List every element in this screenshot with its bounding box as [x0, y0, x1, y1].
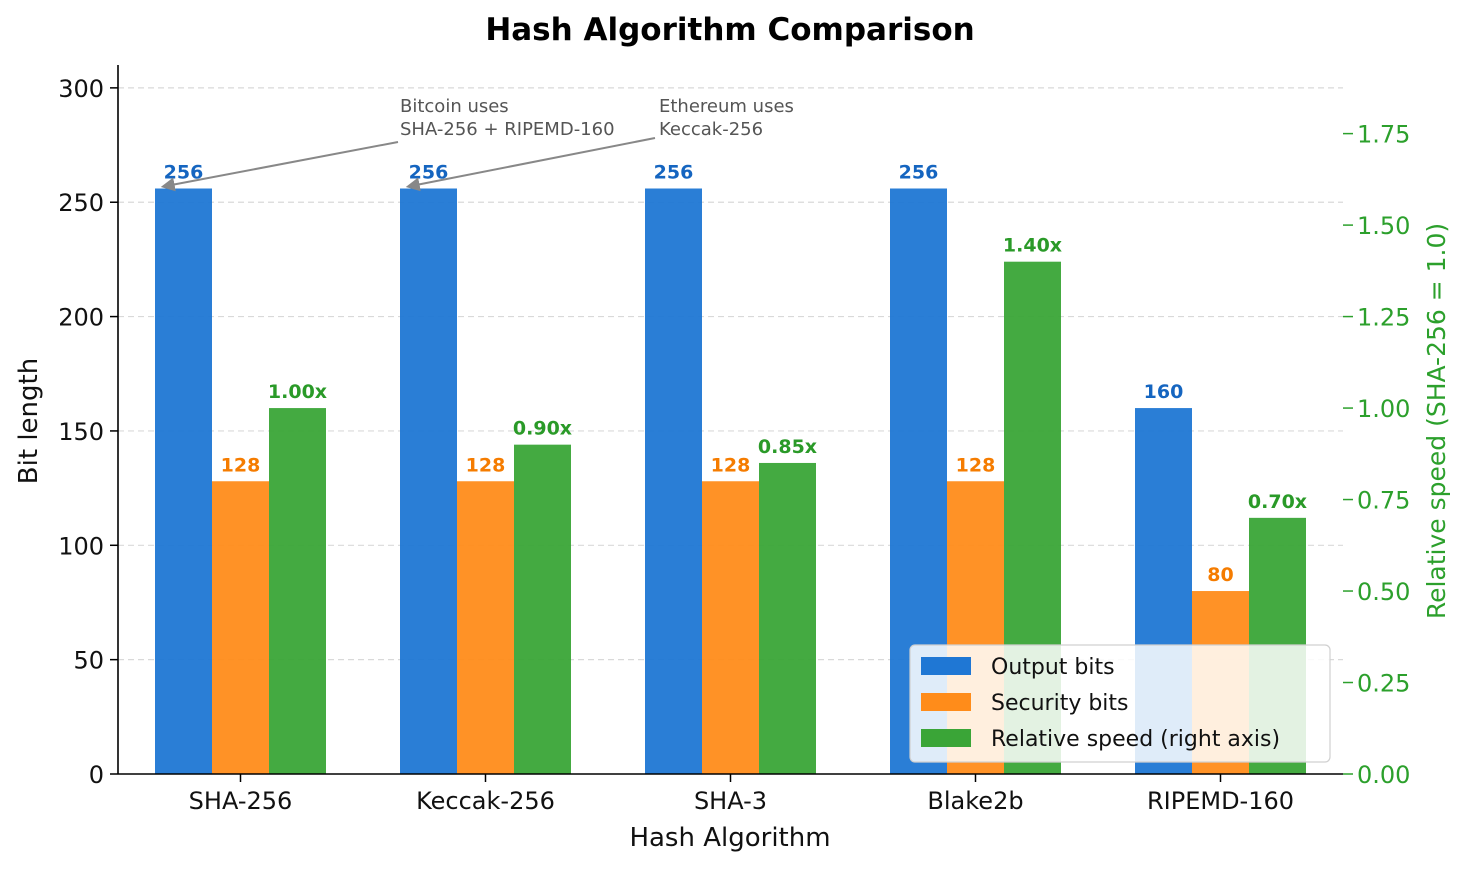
legend-swatch [921, 657, 971, 675]
y-axis-label: Bit length [14, 358, 44, 484]
legend-label: Relative speed (right axis) [991, 727, 1280, 752]
y2-tick-label: 0.50 [1357, 578, 1410, 606]
x-tick-label: RIPEMD-160 [1147, 787, 1294, 815]
y-tick-label: 50 [73, 647, 104, 675]
bar-security [212, 481, 269, 774]
data-label: 128 [466, 454, 506, 476]
bar-security [457, 481, 514, 774]
x-tick-label: SHA-256 [189, 787, 293, 815]
y2-tick-label: 0.75 [1357, 487, 1410, 515]
y-tick-label: 100 [58, 532, 104, 560]
y-tick-label: 0 [89, 761, 104, 789]
y2-tick-label: 1.25 [1357, 304, 1410, 332]
y2-axis-label: Relative speed (SHA-256 = 1.0) [1422, 223, 1451, 619]
y2-tick-label: 0.00 [1357, 761, 1410, 789]
y2-tick-label: 0.25 [1357, 670, 1410, 698]
data-label: 0.90x [513, 418, 572, 440]
bar-relative [269, 408, 326, 774]
annotation-text: SHA-256 + RIPEMD-160 [400, 119, 615, 140]
data-label: 256 [654, 162, 694, 184]
bar-output [645, 188, 702, 774]
data-label: 128 [711, 454, 751, 476]
x-tick-label: Blake2b [927, 787, 1023, 815]
legend-swatch [921, 693, 971, 711]
x-tick-label: SHA-3 [694, 787, 767, 815]
x-tick-label: Keccak-256 [416, 787, 555, 815]
y-tick-label: 300 [58, 75, 104, 103]
data-label: 1.00x [268, 381, 327, 403]
bar-output [400, 188, 457, 774]
y2-tick-label: 1.50 [1357, 212, 1410, 240]
legend-swatch [921, 729, 971, 747]
chart-title: Hash Algorithm Comparison [485, 12, 974, 48]
data-label: 128 [221, 454, 261, 476]
bar-relative [514, 444, 571, 774]
annotation-text: Keccak-256 [659, 119, 763, 140]
y-tick-label: 150 [58, 418, 104, 446]
legend-label: Security bits [991, 691, 1129, 716]
x-axis-label: Hash Algorithm [629, 823, 830, 853]
bar-output [155, 188, 212, 774]
bar-security [702, 481, 759, 774]
y2-tick-label: 1.75 [1357, 121, 1410, 149]
y-tick-label: 250 [58, 189, 104, 217]
data-label: 1.40x [1003, 235, 1062, 257]
legend-label: Output bits [991, 655, 1115, 680]
y-tick-label: 200 [58, 304, 104, 332]
data-label: 256 [899, 162, 939, 184]
annotation-arrow [160, 141, 399, 192]
data-label: 0.70x [1248, 491, 1307, 513]
data-label: 80 [1207, 564, 1233, 586]
annotation-text: Bitcoin uses [400, 96, 509, 117]
bar-relative [759, 462, 816, 774]
data-label: 160 [1144, 381, 1184, 403]
annotation-text: Ethereum uses [659, 96, 794, 117]
legend-box [909, 644, 1331, 763]
data-label: 0.85x [758, 436, 817, 458]
y2-tick-label: 1.00 [1357, 395, 1410, 423]
annotation-arrow [405, 137, 656, 192]
data-label: 128 [956, 454, 996, 476]
